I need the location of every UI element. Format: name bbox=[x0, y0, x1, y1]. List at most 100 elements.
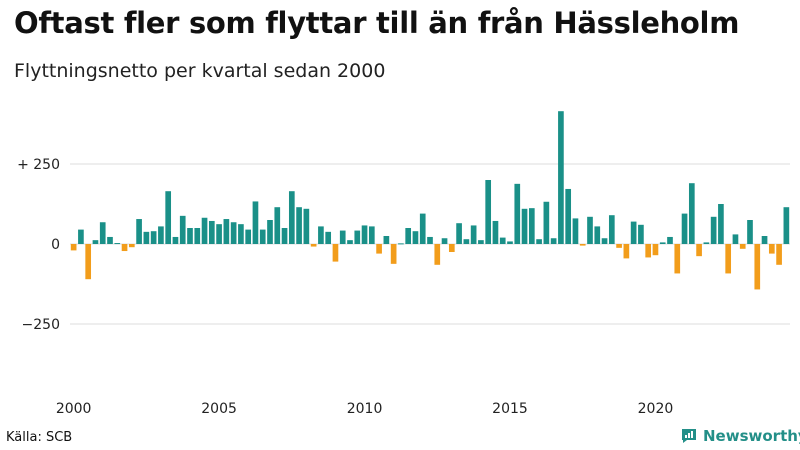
bar bbox=[281, 228, 288, 244]
bar bbox=[667, 236, 673, 244]
bar bbox=[441, 238, 448, 244]
bar bbox=[158, 226, 164, 244]
bar bbox=[252, 201, 259, 244]
brand-logo: Newsworthy bbox=[680, 427, 800, 445]
bar bbox=[121, 244, 128, 252]
bar bbox=[150, 231, 157, 244]
y-tick-label: + 250 bbox=[17, 157, 60, 173]
bar-series bbox=[70, 111, 790, 290]
bar bbox=[761, 236, 768, 244]
bar bbox=[368, 226, 375, 244]
x-tick-label: 2010 bbox=[347, 401, 383, 417]
bar bbox=[463, 239, 470, 244]
bar bbox=[267, 220, 273, 244]
bar bbox=[768, 244, 775, 254]
bar bbox=[681, 213, 688, 244]
bar bbox=[485, 180, 492, 244]
bar bbox=[303, 208, 310, 244]
bar bbox=[630, 221, 637, 244]
bar bbox=[732, 234, 739, 244]
bar bbox=[558, 111, 564, 244]
bar bbox=[587, 216, 593, 244]
bar bbox=[623, 244, 630, 259]
bar bbox=[128, 244, 135, 248]
bar bbox=[288, 191, 295, 244]
bar bbox=[208, 220, 215, 244]
bar bbox=[274, 207, 281, 244]
bar bbox=[528, 208, 535, 244]
bar bbox=[325, 231, 332, 244]
bar bbox=[296, 207, 302, 244]
bar bbox=[470, 225, 477, 244]
x-tick-label: 2020 bbox=[638, 401, 674, 417]
bar bbox=[492, 220, 499, 244]
bar bbox=[143, 231, 150, 244]
bar bbox=[114, 243, 121, 245]
bar bbox=[572, 218, 579, 244]
y-axis-labels: + 250 0 −250 bbox=[17, 157, 60, 333]
bar bbox=[536, 239, 542, 244]
bar bbox=[601, 238, 608, 244]
bar bbox=[514, 183, 521, 244]
bar bbox=[165, 191, 172, 244]
bar bbox=[456, 223, 462, 244]
bar bbox=[216, 224, 222, 244]
x-axis-labels: 2000 2005 2010 2015 2020 bbox=[56, 401, 673, 417]
bar bbox=[659, 242, 666, 244]
bar bbox=[608, 215, 615, 244]
x-tick-label: 2015 bbox=[492, 401, 528, 417]
bar bbox=[172, 236, 179, 244]
bar bbox=[223, 219, 230, 244]
x-tick-label: 2000 bbox=[56, 401, 92, 417]
newsworthy-logo-icon bbox=[682, 429, 696, 443]
bar bbox=[412, 231, 419, 244]
bar bbox=[776, 244, 782, 265]
bar bbox=[521, 208, 528, 244]
bar bbox=[638, 224, 644, 244]
bar bbox=[92, 240, 99, 244]
bar bbox=[718, 204, 724, 244]
bar bbox=[507, 241, 513, 244]
bar bbox=[201, 217, 208, 244]
bar bbox=[616, 244, 622, 248]
y-tick-label: 0 bbox=[51, 237, 60, 253]
bar bbox=[318, 226, 324, 244]
bar bbox=[354, 230, 361, 244]
bar bbox=[136, 219, 142, 244]
bar bbox=[70, 244, 77, 251]
bar bbox=[710, 216, 717, 244]
bar bbox=[579, 244, 586, 246]
bar bbox=[383, 236, 390, 244]
bar bbox=[565, 188, 572, 244]
bar bbox=[376, 244, 382, 254]
bar bbox=[390, 244, 397, 264]
bar bbox=[78, 229, 84, 244]
bar bbox=[245, 229, 252, 244]
brand-name: Newsworthy bbox=[703, 427, 800, 445]
bar bbox=[674, 244, 681, 274]
bar bbox=[187, 228, 193, 244]
bar bbox=[310, 244, 317, 247]
bar bbox=[703, 242, 710, 244]
source-label: Källa: SCB bbox=[6, 430, 73, 445]
bar bbox=[419, 213, 426, 244]
bar bbox=[550, 238, 557, 244]
bar bbox=[347, 240, 353, 244]
bar bbox=[594, 226, 601, 244]
bar bbox=[398, 243, 404, 245]
bar bbox=[696, 244, 702, 257]
chart-title: Oftast fler som flyttar till än från Häs… bbox=[14, 6, 740, 40]
bar bbox=[478, 240, 484, 244]
bar bbox=[339, 230, 346, 244]
bar-chart: + 250 0 −250 2000 2005 2010 2015 2020 bbox=[17, 111, 790, 417]
bar bbox=[543, 201, 550, 244]
chart-subtitle: Flyttningsnetto per kvartal sedan 2000 bbox=[14, 60, 386, 82]
bar bbox=[194, 228, 201, 244]
bar bbox=[427, 236, 433, 244]
bar bbox=[259, 229, 266, 244]
bar bbox=[739, 244, 746, 249]
bar bbox=[179, 215, 186, 244]
bar bbox=[448, 244, 455, 252]
bar bbox=[85, 244, 92, 280]
bar bbox=[652, 244, 659, 256]
